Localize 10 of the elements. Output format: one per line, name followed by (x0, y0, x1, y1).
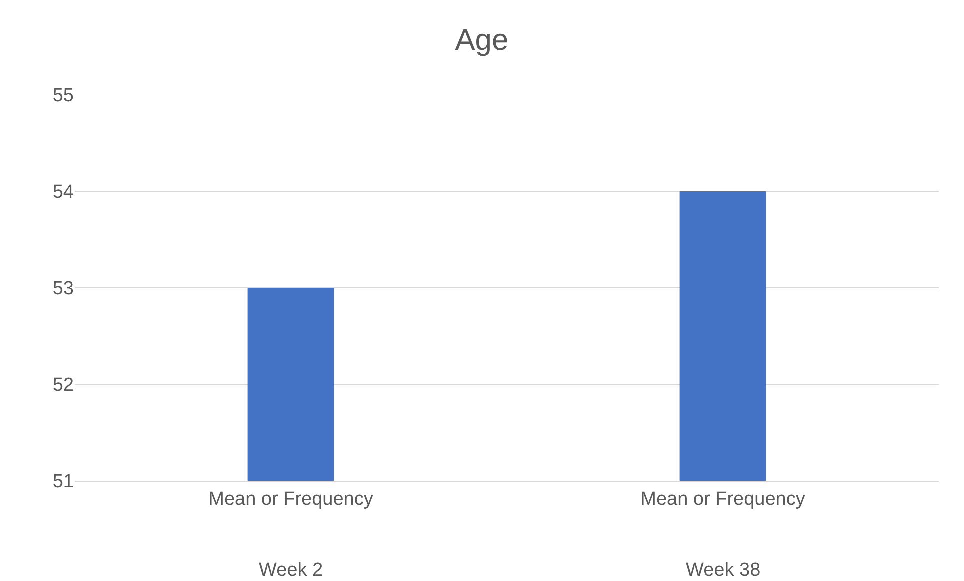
text: Week 2 (259, 560, 324, 581)
y-tick-label: 55 (52, 86, 74, 107)
y-tick-label: 52 (52, 375, 74, 396)
text: Week 38 (686, 560, 761, 581)
y-tick-label: 54 (52, 182, 74, 204)
x-tick-label: Mean or Frequency (208, 488, 374, 510)
chart-title: Age (455, 24, 509, 58)
x-tick-label: Mean or Frequency (640, 488, 806, 510)
y-tick-label: 51 (52, 472, 74, 493)
y-tick-label: 53 (52, 278, 74, 300)
